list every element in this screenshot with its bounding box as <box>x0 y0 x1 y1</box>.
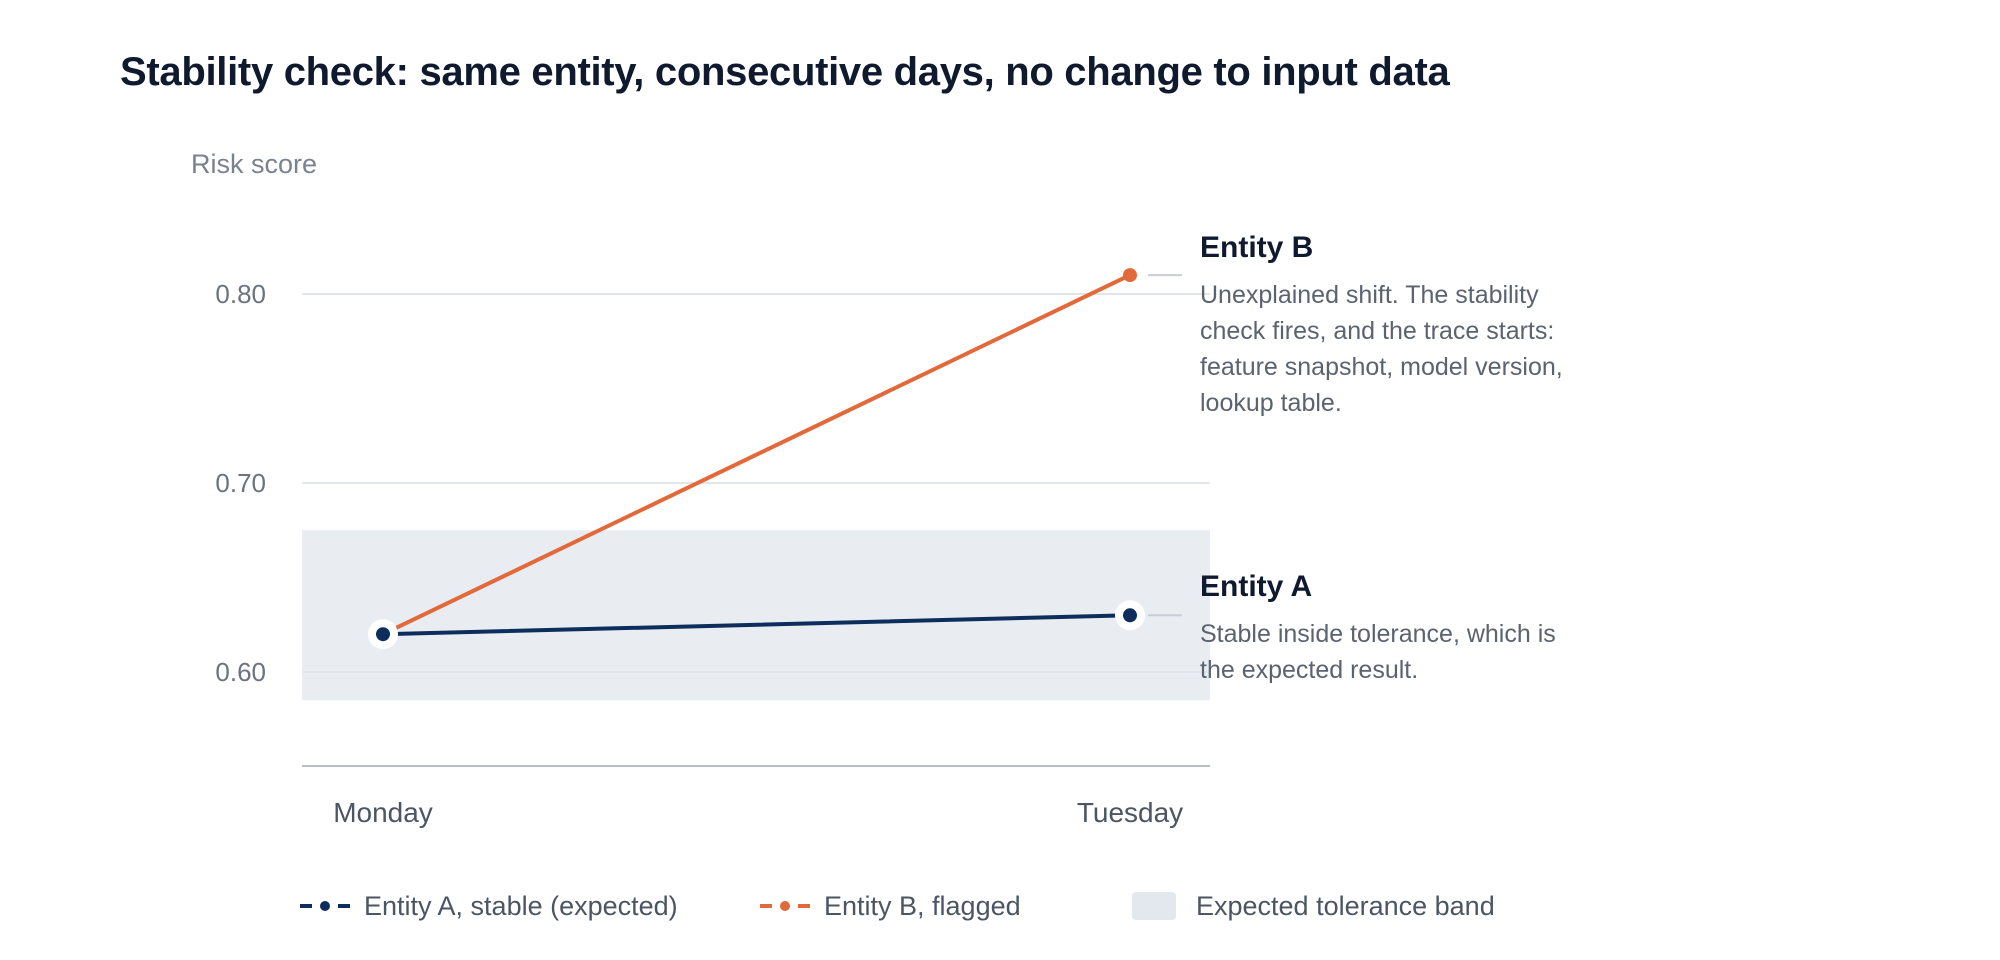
y-tick-label: 0.70 <box>215 468 266 498</box>
series-line-entity-a <box>381 613 1132 637</box>
legend-label-entity-b: Entity B, flagged <box>824 890 1021 921</box>
y-tick-label: 0.60 <box>215 657 266 687</box>
annotation-title-entity-b: Entity B <box>1200 231 1313 264</box>
y-axis-label: Risk score <box>191 149 317 179</box>
x-tick-label: Tuesday <box>1077 797 1183 828</box>
legend-label-tolerance-band: Expected tolerance band <box>1196 890 1495 921</box>
chart-title: Stability check: same entity, consecutiv… <box>120 50 1450 94</box>
annotation-text-entity-b: lookup table. <box>1200 389 1342 417</box>
annotation-text-entity-b: check fires, and the trace starts: <box>1200 317 1554 345</box>
annotation-text-entity-a: the expected result. <box>1200 656 1418 684</box>
legend-item-tolerance-band: Expected tolerance band <box>1132 884 1495 928</box>
data-point-entity-b <box>1123 268 1137 283</box>
data-point-entity-a <box>376 627 390 642</box>
chart-legend: Entity A, stable (expected) Entity B, fl… <box>0 884 2000 928</box>
y-tick-label: 0.80 <box>215 279 266 309</box>
legend-swatch-entity-b <box>760 901 810 911</box>
x-tick-label: Monday <box>333 797 433 828</box>
annotation-text-entity-a: Stable inside tolerance, which is <box>1200 620 1556 648</box>
annotation-title-entity-a: Entity A <box>1200 570 1312 603</box>
legend-swatch-entity-a <box>300 901 350 911</box>
legend-item-entity-a: Entity A, stable (expected) <box>300 884 678 928</box>
series-line-entity-b <box>381 273 1132 637</box>
annotation-text-entity-b: Unexplained shift. The stability <box>1200 281 1539 309</box>
annotation-text-entity-b: feature snapshot, model version, <box>1200 353 1563 381</box>
legend-swatch-tolerance-band <box>1132 892 1176 920</box>
legend-item-entity-b: Entity B, flagged <box>760 884 1021 928</box>
chart-plot: Risk score 0.60 0.70 0.80 Monday Tuesday Entit… <box>191 149 1563 828</box>
legend-label-entity-a: Entity A, stable (expected) <box>364 890 678 921</box>
data-point-entity-a <box>1123 608 1137 623</box>
